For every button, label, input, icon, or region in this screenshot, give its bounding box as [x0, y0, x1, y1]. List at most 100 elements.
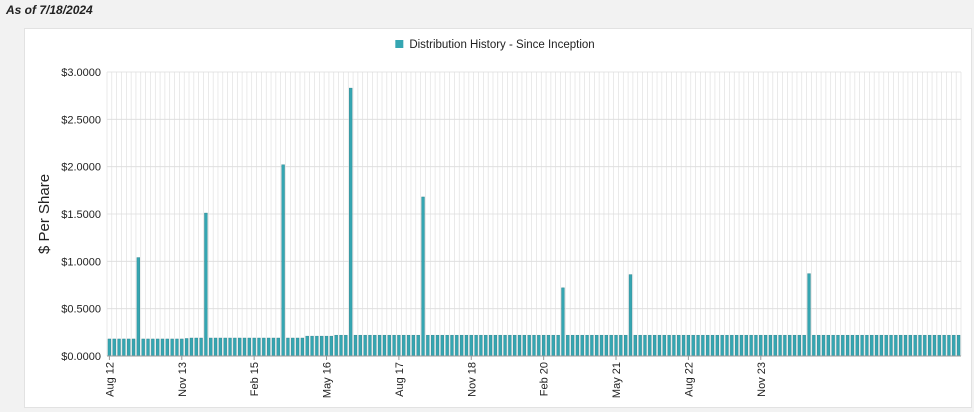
- bar[interactable]: [874, 334, 879, 357]
- bar[interactable]: [435, 334, 440, 357]
- bar[interactable]: [474, 334, 478, 357]
- bar[interactable]: [691, 334, 695, 357]
- bar[interactable]: [566, 334, 570, 357]
- bar[interactable]: [223, 337, 227, 357]
- bar[interactable]: [136, 257, 141, 357]
- bar[interactable]: [662, 334, 666, 357]
- bar[interactable]: [870, 334, 874, 357]
- bar[interactable]: [773, 334, 777, 357]
- bar[interactable]: [310, 335, 314, 357]
- bar[interactable]: [266, 337, 271, 357]
- bar[interactable]: [117, 338, 121, 357]
- bar[interactable]: [257, 337, 261, 357]
- bar[interactable]: [879, 334, 884, 357]
- bar[interactable]: [469, 334, 473, 357]
- bar[interactable]: [184, 338, 189, 357]
- bar[interactable]: [334, 334, 338, 357]
- bar[interactable]: [575, 334, 580, 357]
- bar[interactable]: [744, 334, 748, 357]
- bar[interactable]: [792, 334, 797, 357]
- bar[interactable]: [368, 334, 372, 357]
- bar[interactable]: [652, 334, 657, 357]
- bar[interactable]: [131, 338, 136, 357]
- bar[interactable]: [373, 334, 377, 357]
- bar[interactable]: [421, 196, 425, 357]
- bar[interactable]: [445, 334, 449, 357]
- bar[interactable]: [402, 334, 406, 357]
- bar[interactable]: [112, 338, 116, 357]
- bar[interactable]: [349, 87, 353, 357]
- bar[interactable]: [209, 337, 213, 357]
- bar[interactable]: [841, 334, 845, 357]
- chart-legend[interactable]: Distribution History - Since Inception: [395, 39, 595, 51]
- bar[interactable]: [749, 334, 753, 357]
- bar[interactable]: [498, 334, 502, 357]
- bar[interactable]: [595, 334, 599, 357]
- bar[interactable]: [537, 334, 541, 357]
- bar[interactable]: [701, 334, 705, 357]
- bar[interactable]: [585, 334, 589, 357]
- bar[interactable]: [271, 337, 276, 357]
- bar[interactable]: [609, 334, 613, 357]
- legend-swatch[interactable]: [395, 40, 404, 48]
- bar[interactable]: [440, 334, 444, 357]
- bar[interactable]: [295, 337, 300, 357]
- bar[interactable]: [826, 334, 830, 357]
- bar[interactable]: [672, 334, 676, 357]
- bar[interactable]: [614, 334, 618, 357]
- legend-label[interactable]: Distribution History - Since Inception: [409, 39, 594, 51]
- bar[interactable]: [624, 334, 628, 357]
- bar[interactable]: [532, 334, 536, 357]
- bar[interactable]: [431, 334, 435, 357]
- bar[interactable]: [156, 338, 160, 357]
- bar[interactable]: [411, 334, 416, 357]
- bar[interactable]: [720, 334, 724, 357]
- bar[interactable]: [513, 334, 517, 357]
- bar[interactable]: [464, 334, 469, 357]
- bar[interactable]: [725, 334, 729, 357]
- bar[interactable]: [329, 335, 334, 357]
- bar[interactable]: [802, 334, 806, 357]
- bar[interactable]: [556, 334, 560, 357]
- bar[interactable]: [754, 334, 758, 357]
- bar[interactable]: [580, 334, 584, 357]
- bar[interactable]: [122, 338, 126, 357]
- bar[interactable]: [956, 334, 961, 357]
- bar[interactable]: [903, 334, 908, 357]
- bar[interactable]: [710, 334, 715, 357]
- bar[interactable]: [146, 338, 150, 357]
- bar[interactable]: [604, 334, 609, 357]
- bar[interactable]: [850, 334, 855, 357]
- bar[interactable]: [894, 334, 898, 357]
- bar[interactable]: [551, 334, 555, 357]
- bar[interactable]: [493, 334, 498, 357]
- bar[interactable]: [276, 337, 280, 357]
- bar[interactable]: [165, 338, 169, 357]
- bar[interactable]: [450, 334, 454, 357]
- bar[interactable]: [194, 337, 198, 357]
- bar[interactable]: [339, 334, 343, 357]
- bar[interactable]: [730, 334, 734, 357]
- bar[interactable]: [213, 337, 218, 357]
- bar[interactable]: [561, 287, 565, 357]
- bar[interactable]: [397, 334, 401, 357]
- bar[interactable]: [619, 334, 623, 357]
- bar[interactable]: [426, 334, 430, 357]
- bar[interactable]: [763, 334, 768, 357]
- bar[interactable]: [889, 334, 893, 357]
- bar[interactable]: [899, 334, 903, 357]
- bar[interactable]: [406, 334, 411, 357]
- bar[interactable]: [831, 334, 835, 357]
- bar[interactable]: [488, 334, 493, 357]
- bar[interactable]: [300, 337, 305, 357]
- bar[interactable]: [657, 334, 662, 357]
- bar[interactable]: [527, 334, 531, 357]
- bar[interactable]: [633, 334, 637, 357]
- bar[interactable]: [353, 334, 358, 357]
- bar[interactable]: [739, 334, 744, 357]
- bar[interactable]: [204, 212, 208, 357]
- bar[interactable]: [305, 335, 309, 357]
- bar[interactable]: [218, 337, 223, 357]
- bar[interactable]: [542, 334, 546, 357]
- bar[interactable]: [286, 337, 290, 357]
